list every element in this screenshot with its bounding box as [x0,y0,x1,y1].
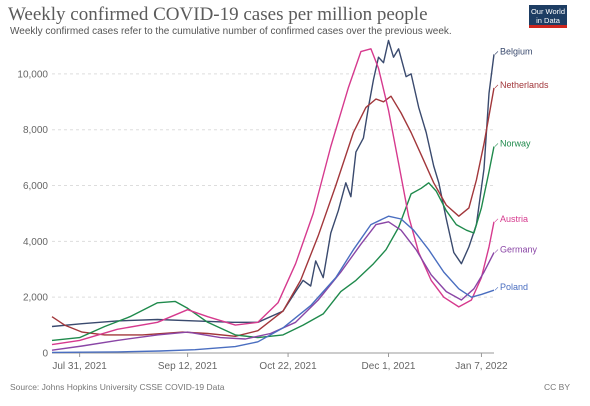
series-label-belgium[interactable]: Belgium [500,46,533,56]
y-tick-label: 8,000 [23,125,48,136]
series-label-connector [494,218,499,223]
y-tick-label: 10,000 [17,69,48,80]
logo-line-2: in Data [536,16,560,25]
y-axis: 2,000 4,000 6,000 8,000 10,000 0 [17,69,48,359]
logo-red-bar [529,25,567,28]
series-line-poland[interactable] [51,215,495,354]
logo-line-1: Our World [530,7,566,16]
series-label-connector [494,84,499,89]
series-line-germany[interactable] [51,221,495,351]
series-line-norway[interactable] [51,146,495,342]
chart-title: Weekly confirmed COVID-19 cases per mill… [8,4,428,25]
y-tick-label: 6,000 [23,181,48,192]
source-note: Source: Johns Hopkins University CSSE CO… [10,382,225,392]
y-tick-label: 2,000 [23,293,48,304]
y-tick-label-zero: 0 [42,349,48,360]
series-label-connector [494,143,499,147]
grid-lines [52,73,494,298]
series-line-austria[interactable] [51,48,495,346]
x-tick-label: Oct 22, 2021 [259,361,317,372]
series-label-connector [494,51,499,55]
series-label-norway[interactable]: Norway [500,138,531,148]
our-world-in-data-logo[interactable]: Our World in Data [529,5,567,28]
x-tick-label: Sep 12, 2021 [158,361,218,372]
x-tick-label: Dec 1, 2021 [362,361,416,372]
series-line-belgium[interactable] [51,39,495,328]
y-tick-label: 4,000 [23,237,48,248]
series-label-germany[interactable]: Germany [500,245,538,255]
series-label-connector [494,286,499,291]
license-link[interactable]: CC BY [544,382,570,392]
series-label-netherlands[interactable]: Netherlands [500,80,549,90]
series-lines [51,39,495,354]
series-label-austria[interactable]: Austria [500,214,528,224]
series-label-poland[interactable]: Poland [500,282,528,292]
x-tick-label: Jul 31, 2021 [52,361,107,372]
x-axis: Jul 31, 2021 Sep 12, 2021 Oct 22, 2021 Dec … [52,352,508,372]
chart-subtitle: Weekly confirmed cases refer to the cumu… [10,26,452,37]
series-labels: Belgium Netherlands Norway Austria Germany Po… [494,46,549,292]
series-label-connector [494,249,499,253]
series-line-netherlands[interactable] [51,87,495,337]
x-tick-label: Jan 7, 2022 [455,361,508,372]
